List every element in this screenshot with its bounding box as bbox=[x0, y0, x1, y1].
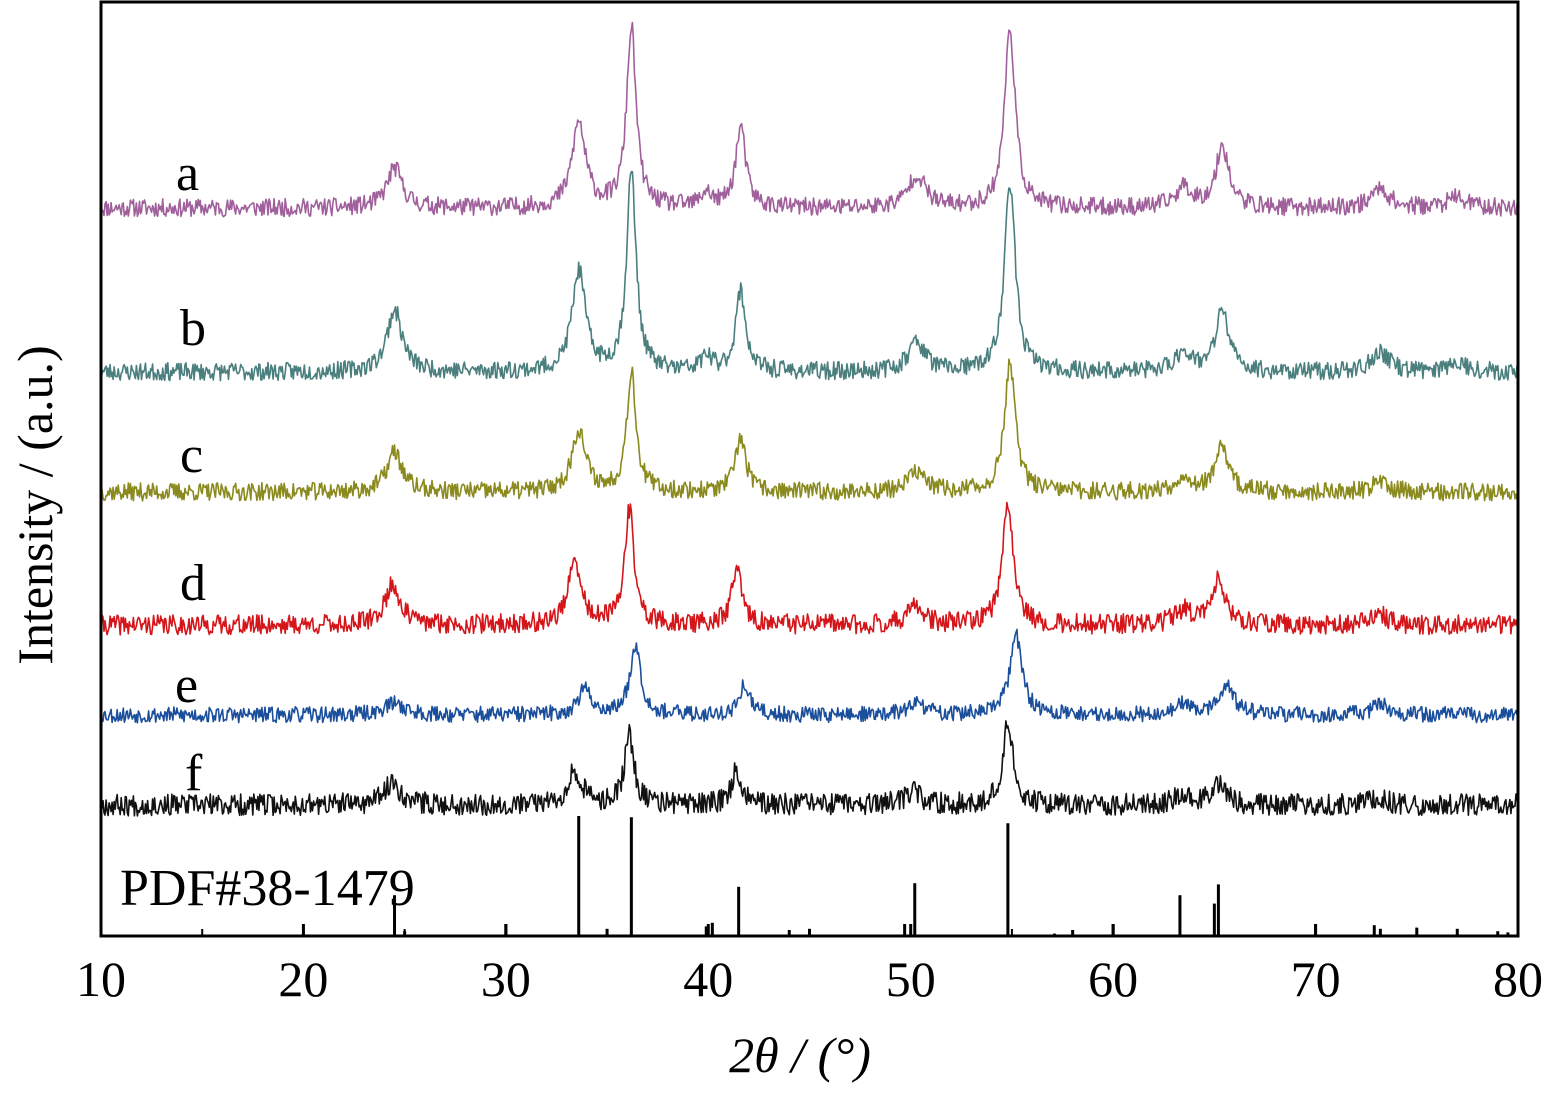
series-c-line bbox=[100, 358, 1519, 502]
x-tick-label-30: 30 bbox=[481, 951, 531, 1007]
series-f-line bbox=[100, 720, 1519, 817]
x-tick-label-20: 20 bbox=[278, 951, 328, 1007]
x-ticks: 10 20 30 40 50 60 70 80 bbox=[76, 924, 1543, 1007]
series-d-line bbox=[100, 501, 1519, 636]
series-label-b: b bbox=[180, 300, 206, 357]
series-label-d: d bbox=[180, 555, 206, 612]
series-b-line bbox=[100, 170, 1519, 382]
x-tick-label-60: 60 bbox=[1088, 951, 1138, 1007]
x-axis-label: 2θ / (°) bbox=[729, 1027, 871, 1083]
x-tick-label-80: 80 bbox=[1493, 951, 1543, 1007]
series-layer bbox=[100, 21, 1519, 817]
y-axis-label: Intensity / (a.u.) bbox=[7, 345, 63, 664]
series-label-c: c bbox=[180, 427, 203, 484]
plot-frame bbox=[99, 0, 1520, 938]
series-e-line bbox=[100, 628, 1519, 724]
series-a-line bbox=[100, 21, 1519, 218]
x-tick-label-70: 70 bbox=[1291, 951, 1341, 1007]
series-label-f: f bbox=[185, 745, 203, 802]
series-label-layer: a b c def bbox=[175, 145, 206, 802]
series-label-a: a bbox=[176, 145, 199, 202]
reference-label: PDF#38-1479 bbox=[120, 860, 415, 917]
reference-lines bbox=[393, 816, 1510, 936]
x-tick-label-50: 50 bbox=[886, 951, 936, 1007]
series-label-e: e bbox=[175, 657, 198, 714]
x-tick-label-10: 10 bbox=[76, 951, 126, 1007]
x-tick-label-40: 40 bbox=[683, 951, 733, 1007]
